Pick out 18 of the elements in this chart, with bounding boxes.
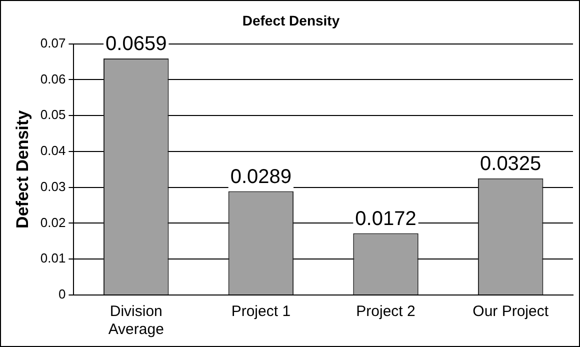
data-label: 0.0172 <box>355 208 416 230</box>
x-tick-label: Project 1 <box>231 303 291 320</box>
y-tick-label: 0.04 <box>40 143 66 158</box>
y-tick-label: 0.06 <box>40 71 66 86</box>
x-tick-label: Division Average <box>108 303 164 338</box>
x-tick-label: Project 2 <box>356 303 416 320</box>
data-label: 0.0659 <box>106 33 167 56</box>
y-tick-label: 0.01 <box>40 250 66 266</box>
x-tick-label: Our Project <box>472 303 550 320</box>
data-label: 0.0325 <box>480 152 542 175</box>
y-tick-label: 0.02 <box>40 214 66 230</box>
y-tick-label: 0.07 <box>40 35 66 50</box>
y-tick-label: 0 <box>58 286 66 302</box>
y-tick-label: 0.03 <box>40 178 66 194</box>
data-label: 0.0289 <box>230 166 292 188</box>
y-axis-title: Defect Density <box>12 110 32 228</box>
y-tick-label: 0.05 <box>40 107 66 122</box>
chart-title: Defect Density <box>242 12 340 28</box>
